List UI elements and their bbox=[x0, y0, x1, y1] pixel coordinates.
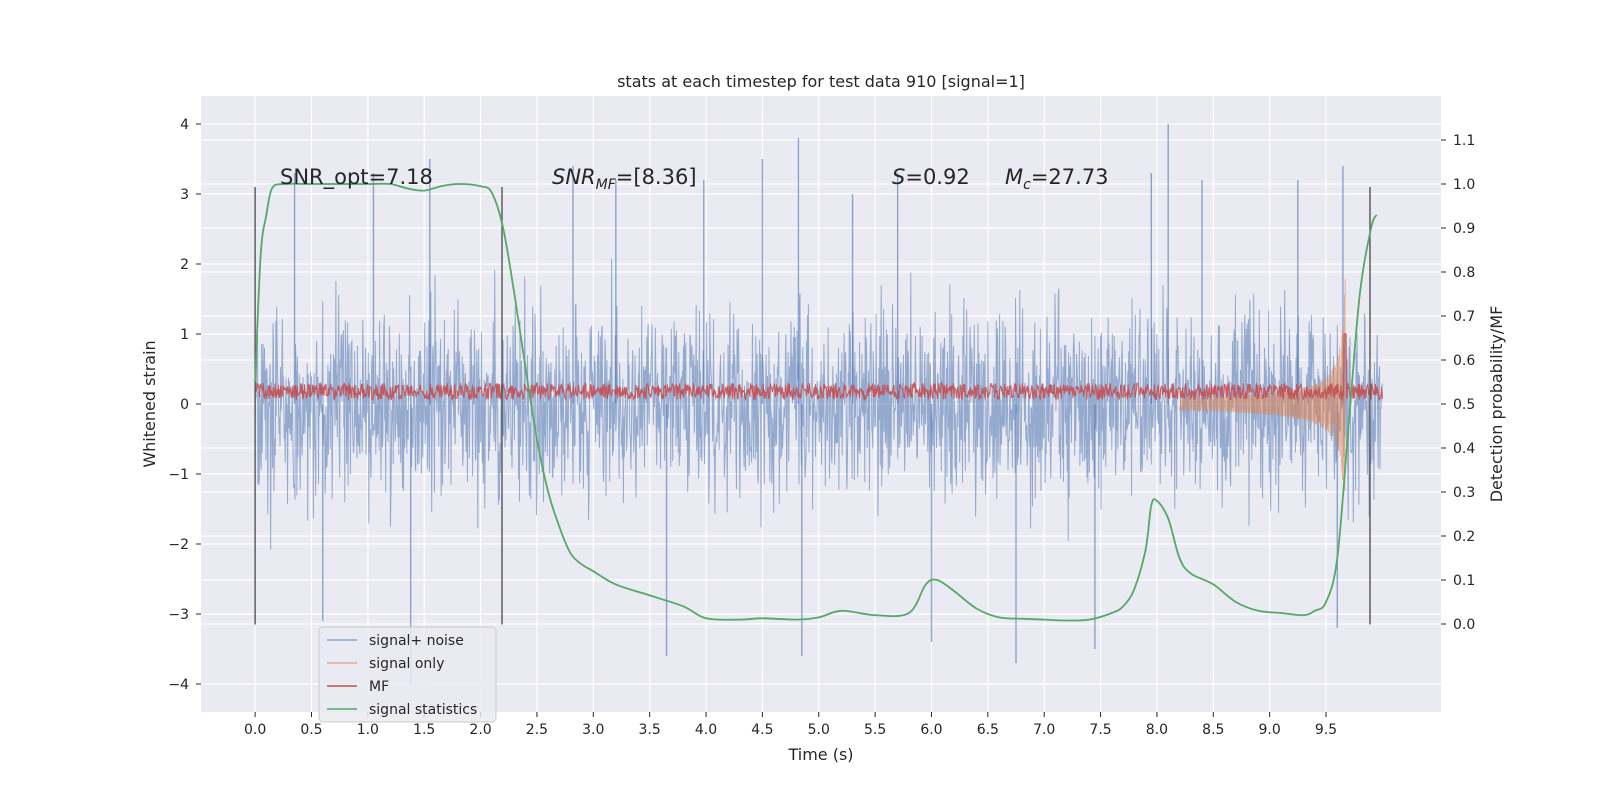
mc-value: =27.73 bbox=[1031, 165, 1109, 189]
legend-box bbox=[318, 626, 497, 723]
legend-label-signal-only: signal only bbox=[369, 656, 444, 672]
x-tick-label: 1.0 bbox=[357, 722, 379, 738]
y-tick-label: −4 bbox=[168, 677, 189, 693]
mc-base: M bbox=[1005, 165, 1023, 189]
x-axis-label: Time (s) bbox=[787, 745, 853, 764]
x-tick-label: 8.0 bbox=[1146, 722, 1168, 738]
y-tick-label: 1 bbox=[180, 327, 189, 343]
y2-tick-label: 0.3 bbox=[1453, 485, 1475, 501]
axis-ticks: 0.0 0.5 1.0 1.5 2.0 2.5 3.0 3.5 4.0 4.5 5.0 5.5 6.0 6… bbox=[168, 117, 1475, 738]
y-axis-label: Whitened strain bbox=[140, 340, 159, 467]
x-tick-label: 5.5 bbox=[864, 722, 886, 738]
x-tick-label: 2.5 bbox=[526, 722, 548, 738]
x-tick-label: 9.0 bbox=[1259, 722, 1281, 738]
y2-tick-label: 0.0 bbox=[1453, 617, 1475, 633]
y2-tick-label: 1.1 bbox=[1453, 133, 1475, 149]
y-tick-label: −3 bbox=[168, 607, 189, 623]
snr-mf-subscript: MF bbox=[596, 177, 617, 193]
s-base: S bbox=[892, 165, 905, 189]
y2-tick-label: 1.0 bbox=[1453, 177, 1475, 193]
y2-tick-label: 0.2 bbox=[1453, 529, 1475, 545]
legend-label-mf: MF bbox=[369, 679, 389, 695]
y2-tick-label: 0.7 bbox=[1453, 309, 1475, 325]
y-tick-label: 0 bbox=[180, 397, 189, 413]
x-tick-label: 8.5 bbox=[1202, 722, 1224, 738]
snr-mf-annotation: SNRMF=[8.36] bbox=[552, 165, 697, 193]
legend-label-signal-noise: signal+ noise bbox=[369, 633, 464, 649]
x-tick-label: 0.5 bbox=[300, 722, 322, 738]
y-tick-label: 4 bbox=[180, 117, 189, 133]
chart-title: stats at each timestep for test data 910… bbox=[617, 72, 1025, 91]
mf-line bbox=[254, 333, 1383, 402]
event-markers bbox=[254, 187, 1371, 625]
legend: signal+ noise signal only MF signal stat… bbox=[318, 626, 497, 723]
y2-tick-label: 0.9 bbox=[1453, 221, 1475, 237]
y2-tick-label: 0.4 bbox=[1453, 441, 1475, 457]
y2-tick-label: 0.8 bbox=[1453, 265, 1475, 281]
y-tick-label: −1 bbox=[168, 467, 189, 483]
y-tick-label: 2 bbox=[180, 257, 189, 273]
x-tick-label: 3.0 bbox=[582, 722, 604, 738]
signal-statistics-series bbox=[254, 182, 1378, 622]
x-tick-label: 4.5 bbox=[751, 722, 773, 738]
x-tick-label: 7.5 bbox=[1089, 722, 1111, 738]
x-tick-label: 6.0 bbox=[920, 722, 942, 738]
s-value: =0.92 bbox=[905, 165, 969, 189]
s-annotation: S=0.92 bbox=[892, 165, 970, 189]
y2-axis-label: Detection probability/MF bbox=[1487, 306, 1506, 503]
y2-tick-label: 0.6 bbox=[1453, 353, 1475, 369]
x-tick-label: 9.5 bbox=[1315, 722, 1337, 738]
x-tick-label: 5.0 bbox=[808, 722, 830, 738]
snr-opt-annotation: SNR_opt=7.18 bbox=[280, 165, 433, 190]
snr-mf-base: SNR bbox=[552, 165, 596, 189]
mc-subscript: c bbox=[1023, 177, 1031, 193]
signal-statistics-line bbox=[254, 182, 1378, 622]
x-tick-label: 4.0 bbox=[695, 722, 717, 738]
x-tick-label: 2.0 bbox=[469, 722, 491, 738]
y-tick-label: −2 bbox=[168, 537, 189, 553]
x-tick-label: 7.0 bbox=[1033, 722, 1055, 738]
y2-tick-label: 0.5 bbox=[1453, 397, 1475, 413]
mf-series bbox=[254, 333, 1383, 402]
x-tick-label: 3.5 bbox=[639, 722, 661, 738]
x-tick-label: 6.5 bbox=[977, 722, 999, 738]
y2-tick-label: 0.1 bbox=[1453, 573, 1475, 589]
legend-label-signal-statistics: signal statistics bbox=[369, 702, 477, 718]
mc-annotation: Mc=27.73 bbox=[1005, 165, 1109, 193]
snr-mf-value: =[8.36] bbox=[616, 165, 697, 189]
y-tick-label: 3 bbox=[180, 187, 189, 203]
x-tick-label: 0.0 bbox=[244, 722, 266, 738]
x-tick-label: 1.5 bbox=[413, 722, 435, 738]
